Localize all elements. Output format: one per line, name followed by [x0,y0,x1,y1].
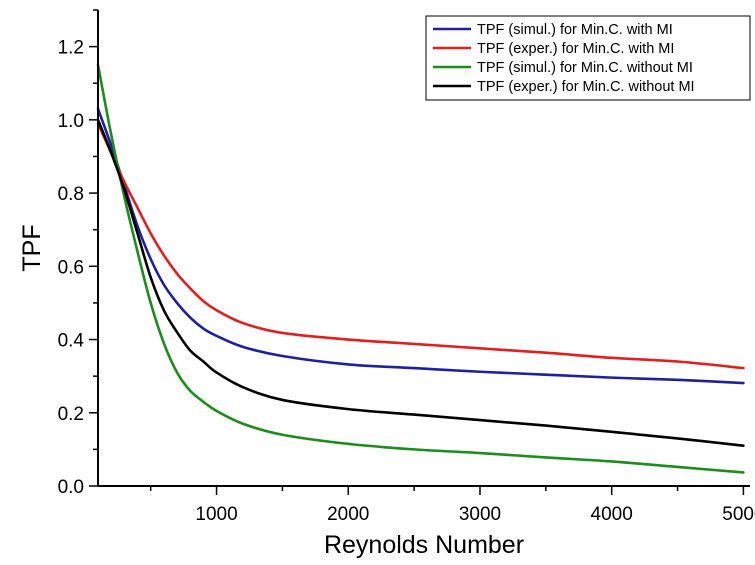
series-line-3 [96,63,745,474]
legend: TPF (simul.) for Min.C. with MI TPF (expe… [425,15,751,101]
y-tick-label: 0.4 [58,331,85,352]
x-tick-label: 1000 [195,504,237,525]
series-line-4 [96,118,745,448]
y-axis-label: TPF [18,224,46,271]
legend-label-1: TPF (simul.) for Min.C. with MI [477,22,673,38]
y-tick-label: 0.6 [58,257,84,278]
plot-layer [96,63,745,474]
legend-label-4: TPF (exper.) for Min.C. without MI [477,79,695,95]
x-tick-label: 3000 [459,504,501,525]
series-line-1 [96,107,745,385]
y-tick-label: 0.8 [58,184,84,205]
legend-box [425,15,751,101]
x-tick-label: 4000 [591,504,633,525]
legend-label-3: TPF (simul.) for Min.C. without MI [477,60,693,76]
x-axis-label: Reynolds Number [324,531,524,559]
x-tick-label: 2000 [327,504,369,525]
legend-label-2: TPF (exper.) for Min.C. with MI [477,41,674,57]
y-tick-label: 0.2 [58,404,84,425]
y-tick-label: 1.2 [58,38,84,59]
y-tick-label: 0.0 [58,477,84,498]
y-tick-label: 1.0 [58,111,84,132]
series-line-2 [96,122,745,370]
